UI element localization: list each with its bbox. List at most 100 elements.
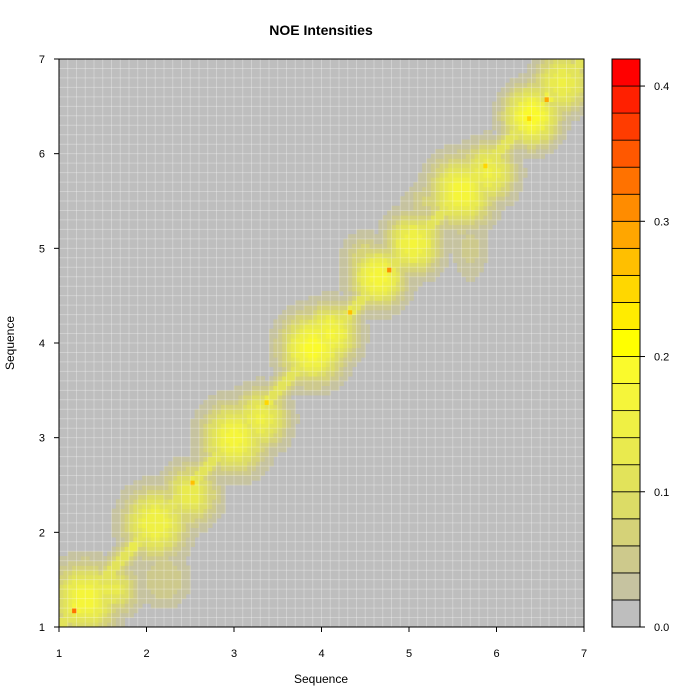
heat-cell (444, 201, 449, 207)
heat-cell (496, 191, 502, 197)
heat-cell (339, 343, 344, 349)
heat-cell (220, 499, 226, 505)
heat-cell (282, 423, 287, 429)
heat-cell (483, 224, 489, 230)
heat-cell (168, 551, 174, 557)
colorbar-segment (611, 410, 641, 439)
heat-cell (417, 172, 423, 178)
heat-cell (452, 177, 458, 183)
heat-cell (509, 111, 515, 117)
heat-cell (299, 343, 305, 349)
heat-cell (185, 589, 191, 595)
heat-cell (514, 115, 519, 121)
heat-cell (465, 248, 471, 254)
heat-cell (566, 82, 572, 88)
heat-cell (286, 390, 292, 396)
heat-cell (207, 494, 213, 500)
heat-cell (535, 134, 541, 140)
heat-cell (330, 324, 336, 330)
heat-cell (317, 366, 322, 372)
heat-cell (343, 286, 349, 292)
heat-cell (299, 357, 305, 363)
heat-cell (290, 361, 296, 368)
heat-cell (487, 167, 493, 173)
heat-cell (155, 537, 161, 543)
heat-cell (212, 437, 217, 443)
heat-cell (417, 219, 423, 226)
heat-cell (426, 262, 432, 268)
heat-cell (185, 470, 191, 476)
heat-cell (470, 144, 476, 150)
heat-cell (129, 608, 134, 614)
heat-cell (457, 253, 462, 259)
heat-cell (343, 357, 349, 363)
heat-cell (203, 404, 209, 410)
heat-cell (72, 565, 77, 571)
heat-cell (216, 475, 222, 481)
colorbar-segment (611, 302, 641, 330)
heat-cell (120, 546, 126, 552)
heat-cell (172, 551, 178, 557)
heat-cell (496, 182, 502, 188)
heat-cell (439, 234, 445, 240)
heat-cell (129, 485, 134, 491)
heat-cell (339, 319, 344, 325)
heat-cell (382, 215, 388, 221)
heat-cell (382, 238, 388, 244)
heat-cell (500, 87, 506, 93)
heat-cell (111, 574, 117, 581)
heat-cell (518, 125, 524, 131)
heat-cell (549, 111, 554, 117)
heat-cell (277, 404, 283, 410)
heat-cell (452, 148, 458, 155)
heat-cell (67, 556, 73, 562)
heat-cell (59, 608, 64, 614)
heat-cell (343, 314, 349, 320)
heat-cell (334, 300, 340, 306)
heat-cell (238, 451, 244, 457)
heat-cell (422, 172, 427, 178)
heat-cell (312, 366, 318, 372)
heat-cell (194, 513, 200, 519)
heat-cell (251, 395, 257, 401)
heat-cell (85, 584, 91, 590)
heat-cell (190, 432, 196, 439)
heat-cell (164, 527, 169, 533)
heat-cell (339, 352, 344, 358)
heat-cell (360, 238, 366, 244)
heat-cell (435, 224, 441, 230)
heat-cell (129, 522, 134, 528)
heat-cell (492, 182, 497, 188)
heat-cell (308, 305, 314, 311)
heat-cell (199, 522, 204, 528)
heat-cell (312, 295, 318, 301)
colorbar-segment (611, 491, 641, 520)
heat-cell (422, 234, 427, 240)
heat-cell (282, 352, 287, 358)
heat-cell (124, 518, 130, 524)
heat-cell (562, 130, 567, 136)
heat-cell (483, 153, 489, 159)
heat-cell (203, 518, 209, 524)
heat-cell (352, 272, 357, 278)
heat-cell (500, 148, 506, 155)
heat-cell (242, 470, 248, 476)
heat-cell (312, 357, 318, 363)
heat-cell (444, 229, 449, 235)
heat-cell (72, 608, 77, 614)
heat-cell (242, 475, 248, 481)
heat-cell (522, 120, 528, 126)
heat-cell (356, 314, 362, 320)
heat-cell (531, 134, 537, 140)
heat-cell (514, 167, 519, 173)
heat-cell (129, 527, 134, 533)
heat-cell (203, 485, 209, 491)
heat-cell (247, 385, 252, 391)
heat-cell (505, 201, 511, 207)
heat-cell (234, 442, 239, 448)
heat-cell (360, 305, 366, 311)
heat-cell (374, 243, 379, 249)
heat-cell (273, 343, 279, 349)
heat-cell (251, 390, 257, 396)
heat-cell (133, 551, 139, 557)
